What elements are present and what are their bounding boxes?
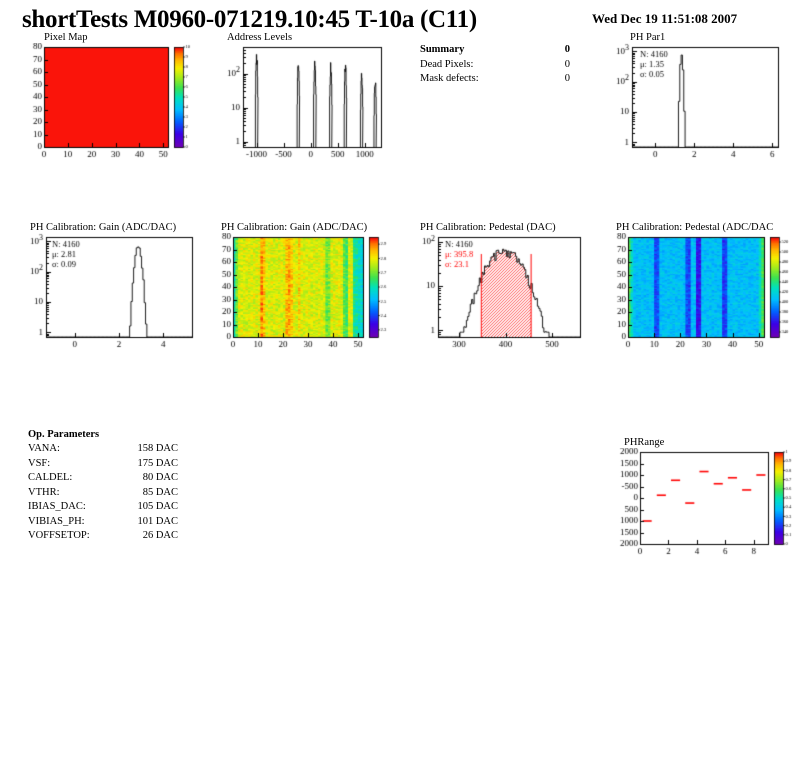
summary-block: Summary 0 Dead Pixels: 0 Mask defects: 0 — [420, 44, 570, 86]
op-parameters-heading: Op. Parameters — [28, 429, 100, 440]
panel-ph-par1: PH Par1 — [608, 32, 786, 165]
summary-heading-value: 0 — [564, 44, 570, 55]
op-parameter-row: IBIAS_DAC: 105 DAC — [28, 500, 203, 515]
op-parameter-value: 105 DAC — [137, 501, 178, 512]
chart-phrange — [612, 448, 794, 560]
op-parameter-value: 175 DAC — [137, 457, 178, 469]
panel-pedestal-map: PH Calibration: Pedestal (ADC/DAC — [608, 222, 794, 355]
chart-ph-par1 — [608, 43, 786, 165]
op-parameter-row: CALDEL: 80 DAC — [28, 471, 203, 486]
op-parameter-label: VANA: — [28, 443, 60, 454]
op-parameter-value: 26 DAC — [142, 530, 178, 541]
op-parameters-block: Op. Parameters VANA: 158 DAC VSF: 175 DAC … — [28, 429, 203, 544]
chart-pedestal-map — [608, 233, 794, 355]
op-parameter-value: 85 DAC — [142, 486, 178, 498]
panel-title-address-levels: Address Levels — [227, 32, 293, 43]
summary-label: Dead Pixels: — [420, 59, 474, 70]
panel-gain-map: PH Calibration: Gain (ADC/DAC) — [213, 222, 391, 355]
op-parameter-value: 101 DAC — [137, 515, 178, 527]
op-parameter-label: IBIAS_DAC: — [28, 501, 86, 512]
panel-title-gain-hist: PH Calibration: Gain (ADC/DAC) — [30, 222, 177, 233]
op-parameter-label: VIBIAS_PH: — [28, 515, 85, 527]
op-parameter-label: VOFFSETOP: — [28, 530, 90, 541]
panel-address-levels: Address Levels — [213, 32, 388, 165]
op-parameter-row: VANA: 158 DAC — [28, 442, 203, 457]
op-parameter-label: VSF: — [28, 457, 51, 469]
chart-pedestal-hist — [412, 233, 587, 355]
panel-title-gain-map: PH Calibration: Gain (ADC/DAC) — [221, 222, 368, 233]
chart-pixel-map — [22, 43, 197, 165]
chart-gain-map — [213, 233, 391, 355]
op-parameter-row: VTHR: 85 DAC — [28, 486, 203, 501]
summary-value: 0 — [564, 73, 570, 84]
panel-gain-hist: PH Calibration: Gain (ADC/DAC) — [22, 222, 197, 355]
panel-title-ph-par1: PH Par1 — [630, 32, 666, 43]
panel-pixel-map: Pixel Map — [22, 32, 197, 165]
summary-label: Mask defects: — [420, 73, 479, 84]
summary-row: Mask defects: 0 — [420, 72, 570, 86]
op-parameter-value: 158 DAC — [137, 443, 178, 454]
summary-value: 0 — [564, 59, 570, 70]
panel-title-pedestal-hist: PH Calibration: Pedestal (DAC) — [420, 222, 556, 233]
panel-title-pedestal-map: PH Calibration: Pedestal (ADC/DAC — [616, 222, 774, 233]
op-parameter-label: CALDEL: — [28, 472, 73, 483]
op-parameter-row: VSF: 175 DAC — [28, 457, 203, 472]
chart-address-levels — [213, 43, 388, 165]
chart-gain-hist — [22, 233, 197, 355]
page-title: shortTests M0960-071219.10:45 T-10a (C11… — [22, 6, 477, 33]
panel-title-phrange: PHRange — [624, 437, 665, 448]
op-parameter-row: VIBIAS_PH: 101 DAC — [28, 515, 203, 530]
op-parameter-value: 80 DAC — [142, 472, 178, 483]
panel-phrange: PHRange — [612, 437, 794, 560]
op-parameter-label: VTHR: — [28, 486, 60, 498]
summary-row: Dead Pixels: 0 — [420, 58, 570, 72]
summary-heading: Summary — [420, 44, 465, 55]
timestamp: Wed Dec 19 11:51:08 2007 — [592, 11, 738, 26]
panel-title-pixel-map: Pixel Map — [44, 32, 88, 43]
panel-pedestal-hist: PH Calibration: Pedestal (DAC) — [412, 222, 587, 355]
op-parameter-row: VOFFSETOP: 26 DAC — [28, 529, 203, 544]
